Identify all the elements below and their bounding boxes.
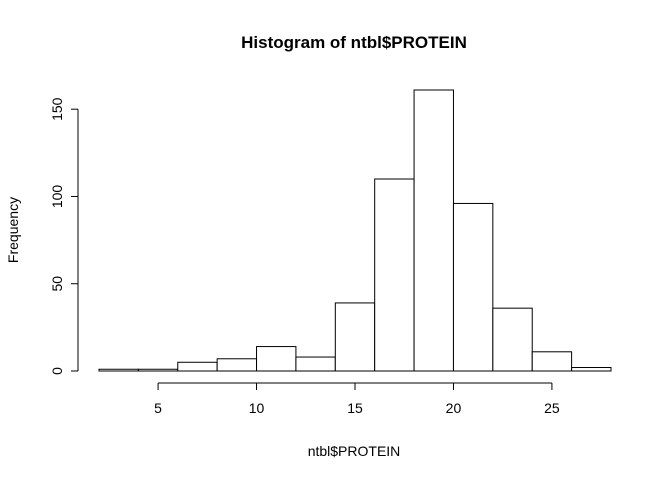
x-tick-label-0: 5 [154, 400, 162, 416]
x-axis: 5 10 15 20 25 [154, 382, 560, 416]
histogram-bar-8 [413, 89, 454, 372]
histogram-bar-9 [452, 202, 494, 372]
x-tick-label-4: 25 [544, 400, 560, 416]
histogram-bar-1 [137, 368, 179, 372]
bars-group [98, 89, 612, 372]
histogram-bar-11 [531, 351, 573, 372]
histogram-bar-2 [177, 361, 218, 372]
x-tick-label-1: 10 [249, 400, 265, 416]
histogram-bar-7 [374, 178, 415, 372]
x-tick-label-3: 20 [446, 400, 462, 416]
y-axis: 0 50 100 150 [49, 97, 79, 375]
y-tick-label-3: 150 [49, 97, 65, 121]
histogram-bar-6 [334, 302, 376, 372]
y-tick-label-2: 100 [49, 185, 65, 209]
x-tick-label-2: 15 [347, 400, 363, 416]
histogram-bar-4 [256, 346, 297, 372]
x-axis-label: ntbl$PROTEIN [308, 443, 401, 459]
histogram-bar-3 [216, 358, 258, 372]
y-tick-label-1: 50 [49, 276, 65, 292]
y-axis-label: Frequency [5, 197, 21, 263]
histogram-bar-5 [295, 356, 336, 372]
histogram-bar-0 [98, 368, 139, 372]
histogram-bar-10 [492, 307, 533, 372]
y-tick-label-0: 0 [49, 367, 65, 375]
histogram-bar-12 [571, 367, 612, 372]
chart-title: Histogram of ntbl$PROTEIN [241, 33, 467, 52]
